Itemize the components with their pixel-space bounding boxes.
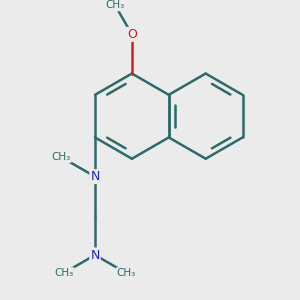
Text: CH₃: CH₃: [117, 268, 136, 278]
Text: O: O: [127, 28, 137, 41]
Text: CH₃: CH₃: [51, 152, 71, 162]
Text: N: N: [90, 170, 100, 183]
Text: CH₃: CH₃: [54, 268, 74, 278]
Text: N: N: [90, 248, 100, 262]
Text: CH₃: CH₃: [106, 1, 125, 10]
